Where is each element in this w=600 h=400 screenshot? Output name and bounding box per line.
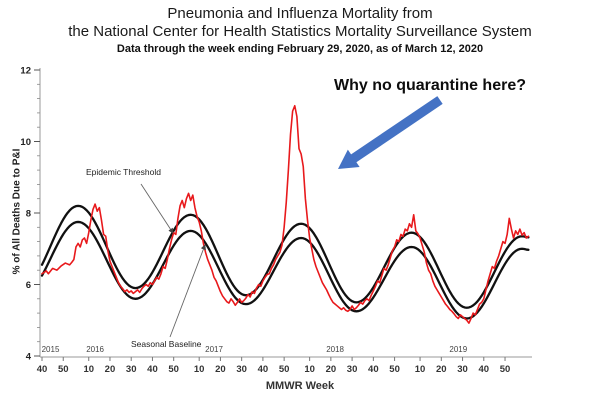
x-tick-label: 10: [194, 364, 205, 375]
chart-subtitle: Data through the week ending February 29…: [116, 43, 484, 55]
x-tick-label: 30: [236, 364, 247, 375]
blue-arrow-icon: [338, 96, 443, 169]
x-tick-label: 40: [258, 364, 269, 375]
x-tick-label: 30: [126, 364, 137, 375]
y-tick-label: 12: [20, 66, 31, 77]
year-label: 2017: [205, 345, 223, 354]
why-no-quarantine-annotation: Why no quarantine here?: [333, 77, 526, 94]
x-tick-label: 40: [479, 364, 490, 375]
x-tick-label: 40: [37, 364, 48, 375]
x-axis-title: MMWR Week: [265, 380, 335, 392]
callout-leader-line: [169, 244, 206, 338]
year-label: 2018: [326, 345, 344, 354]
y-tick-label: 10: [20, 137, 31, 148]
y-tick-label: 6: [26, 280, 31, 291]
x-tick-label: 30: [347, 364, 358, 375]
epidemic-threshold-label: Epidemic Threshold: [86, 167, 161, 177]
x-tick-label: 10: [304, 364, 315, 375]
callout-leader-line: [140, 183, 174, 234]
y-tick-label: 8: [26, 209, 31, 220]
x-tick-label: 40: [147, 364, 158, 375]
x-tick-label: 50: [500, 364, 511, 375]
x-tick-label: 10: [415, 364, 426, 375]
x-tick-label: 50: [389, 364, 400, 375]
seasonal-baseline-label: Seasonal Baseline: [131, 339, 202, 349]
x-tick-label: 20: [215, 364, 226, 375]
chart-title-line-1: Pneumonia and Influenza Mortality from: [167, 5, 433, 22]
x-tick-label: 20: [436, 364, 447, 375]
x-tick-label: 30: [457, 364, 468, 375]
x-tick-label: 20: [326, 364, 337, 375]
year-label: 2016: [86, 345, 104, 354]
x-tick-label: 10: [83, 364, 94, 375]
x-tick-label: 50: [279, 364, 290, 375]
year-label: 2015: [42, 345, 60, 354]
year-label: 2019: [449, 345, 467, 354]
epidemic-threshold-curve: [40, 204, 530, 309]
y-axis-title: % of All Deaths Due to P&I: [11, 148, 23, 275]
reported-p-i-mortality-curve: [41, 104, 530, 324]
y-tick-label: 4: [26, 352, 32, 363]
x-tick-label: 50: [58, 364, 69, 375]
x-tick-label: 20: [105, 364, 116, 375]
x-tick-label: 40: [368, 364, 379, 375]
chart-title-line-2: the National Center for Health Statistic…: [68, 23, 532, 40]
x-tick-label: 50: [168, 364, 179, 375]
